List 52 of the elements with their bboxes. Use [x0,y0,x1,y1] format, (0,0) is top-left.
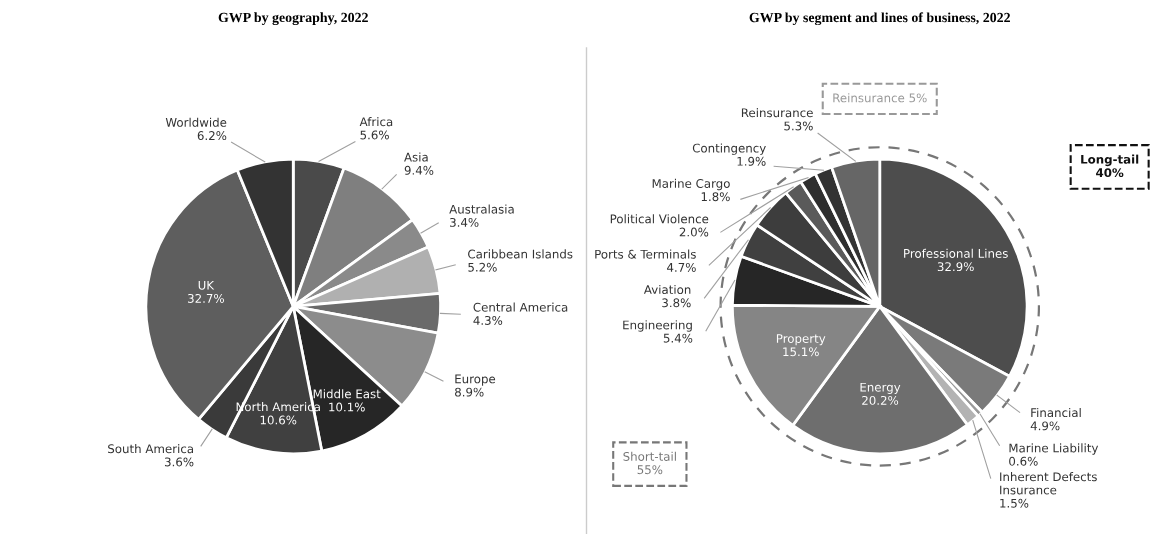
slice-label: Marine Liability [1009,443,1099,455]
data-label: 9.4% [404,165,434,175]
slice-label: Political Violence [610,214,709,224]
slice-label: Property [776,334,826,346]
data-label: 5.3% [784,121,813,131]
slice-label: Europe [455,374,496,386]
slice-label: Worldwide [165,117,227,127]
data-label: 1.9% [737,156,766,166]
slice-label: Caribbean Islands [468,249,573,259]
slice-label: Engineering [623,320,692,332]
slice-label: Financial [1031,407,1081,418]
data-label: 15.1% [783,347,819,357]
data-label: 3.6% [164,457,194,467]
chart-title: GWP by segment and lines of business, 2022 [749,12,1010,26]
data-label: 2.0% [679,227,709,237]
slice-label: Contingency [692,143,766,155]
slice-label: Marine Cargo [652,178,730,191]
data-label: 5.6% [360,130,389,140]
slice-label: Central America [473,302,568,312]
slice-label: Energy [860,382,901,394]
text: Reinsurance 5% [833,93,927,103]
slice-label: Professional Lines [904,248,1008,258]
slice-label: Ports & Terminals [595,249,696,259]
data-label: 4.9% [1030,421,1060,431]
data-label: 6.2% [197,131,227,141]
data-label: 10.1% [329,402,365,412]
data-label: 3.8% [662,298,691,308]
data-label: 5.4% [663,333,693,343]
data-label: 0.6% [1009,456,1038,466]
data-label: 20.2% [862,395,899,405]
slice-label: UK [198,280,215,290]
data-label: 10.6% [260,415,297,425]
data-label: 32.7% [188,293,224,303]
data-label: 8.9% [455,387,484,397]
text: Long-tail 40% [1081,154,1139,178]
slice-label: Asia [404,152,428,162]
data-label: 1.8% [701,192,730,202]
slice-label: Middle East [313,389,381,399]
data-label: 3.4% [450,217,479,227]
slice-label: South America [108,444,193,454]
text: Short-tail 55% [623,451,676,475]
slice-label: Australasia [449,204,514,214]
chart-title: GWP by geography, 2022 [218,12,368,26]
slice-label: Inherent Defects Insurance [1000,472,1097,495]
slice-label: Aviation [643,284,691,295]
data-label: 1.5% [1000,498,1029,508]
slice-label: Africa [359,117,393,127]
data-label: 32.9% [937,262,974,272]
data-label: 5.2% [468,262,497,272]
slice-label: Reinsurance [741,108,813,118]
data-label: 4.3% [473,315,503,325]
data-label: 4.7% [667,262,696,272]
